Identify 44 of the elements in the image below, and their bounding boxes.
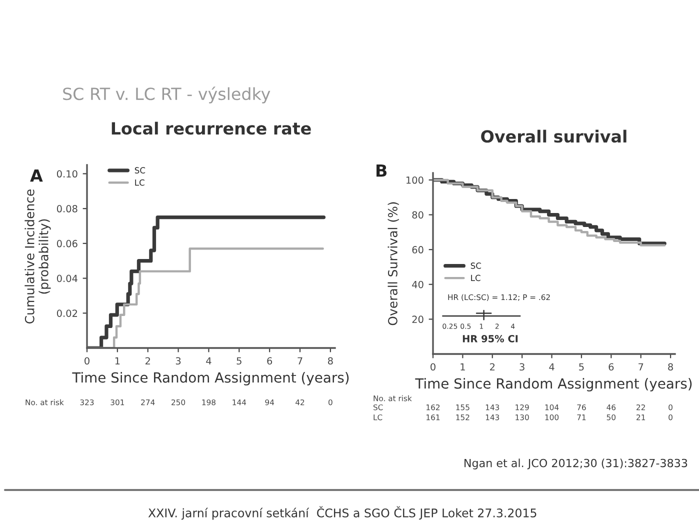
text: SC RT v. LC RT - výsledky: [63, 86, 270, 104]
y-tick-label: 0.06: [56, 240, 78, 248]
x-tick-label: 6: [608, 363, 614, 371]
x-tick-label: 8: [668, 363, 673, 371]
x-tick-label: 6: [267, 357, 272, 365]
x-tick-label: 5: [579, 363, 584, 371]
text: XXIV. jarní pracovní setkání ČCHS a SGO ČLS JEP Loket 27.3.2015: [148, 506, 536, 520]
y-tick-label: 0.02: [56, 310, 77, 317]
x-tick-label: 8: [328, 357, 333, 365]
legend-label: SC: [470, 262, 481, 269]
y-tick-label: 0.04: [56, 274, 78, 282]
text: A: [30, 169, 43, 182]
text: B: [376, 164, 387, 177]
x-axis-title: Time Since Random Assignment (years): [72, 372, 349, 386]
annotation: HR 95% CI: [462, 334, 518, 342]
legend-label: SC: [134, 167, 146, 174]
x-axis-title: Time Since Random Assignment (years): [415, 378, 692, 392]
x-tick-label: 2: [145, 357, 150, 364]
x-tick-label: 0: [430, 363, 436, 371]
legend-label: LC: [135, 179, 144, 186]
y-tick-label: 40: [412, 280, 424, 288]
x-tick-label: 5: [236, 357, 242, 365]
x-tick-label: 0: [84, 357, 90, 365]
y-tick-label: 60: [412, 246, 424, 254]
y-axis-title: Cumulative Incidence (probability): [24, 189, 51, 324]
y-axis-title: Overall Survival (%): [388, 202, 399, 326]
x-tick-label: 7: [638, 363, 644, 370]
y-tick-label: 0.08: [56, 205, 78, 212]
x-tick-label: 1: [115, 357, 120, 364]
text: Ngan et al. JCO 2012;30 (31):3827-3833: [464, 458, 688, 470]
y-tick-label: 0.10: [56, 170, 78, 178]
y-tick-label: 20: [412, 316, 424, 324]
x-tick-label: 2: [490, 363, 495, 370]
y-tick-label: 80: [412, 211, 424, 219]
x-tick-label: 3: [520, 363, 524, 371]
x-tick-label: 4: [206, 357, 212, 364]
chart-title: Local recurrence rate: [112, 122, 311, 135]
y-tick-label: 100: [406, 176, 424, 184]
legend-label: LC: [471, 274, 480, 282]
x-tick-label: 1: [460, 363, 465, 370]
x-tick-label: 4: [549, 363, 554, 370]
x-tick-label: 3: [176, 357, 181, 365]
chart-title: Overall survival: [481, 130, 626, 143]
x-tick-label: 7: [298, 357, 302, 364]
